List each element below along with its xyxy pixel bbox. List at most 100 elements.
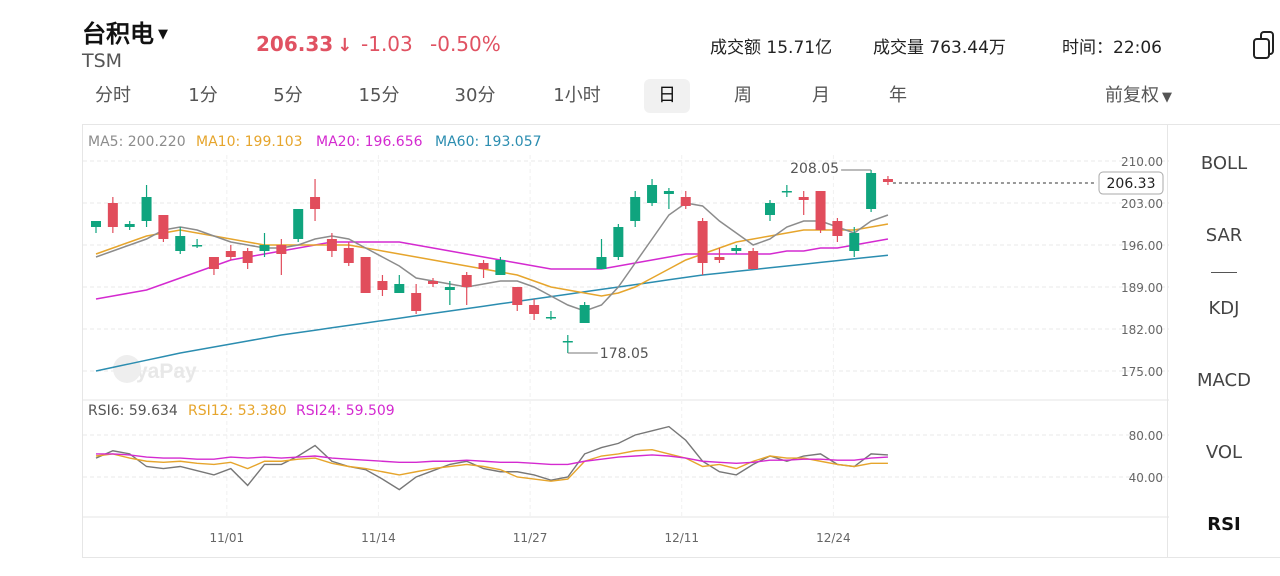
candle-body [731,248,742,251]
price-tick-label: 210.00 [1121,155,1163,169]
candle-body [343,248,354,263]
adjust-dropdown[interactable]: 前复权 ▼ [1105,79,1172,113]
tab-period[interactable]: 年 [889,85,907,106]
candle [663,188,674,209]
stock-name[interactable]: 台积电 ▼ [82,14,168,49]
tab-period[interactable]: 1分 [188,85,218,106]
candle [343,242,354,266]
volume-label: 成交量 [873,38,924,58]
candle-body [613,227,624,257]
ma-legend: MA5: 200.220 MA10: 199.103 MA20: 196.656… [88,134,542,150]
indicator-rsi[interactable]: RSI [1207,514,1241,535]
tab-period[interactable]: 月 [812,85,830,106]
caret-down-icon[interactable]: ▼ [158,27,168,42]
candle-body [882,179,893,182]
turnover-label: 成交额 [710,38,761,58]
candle [192,239,203,248]
tab-period[interactable]: 30分 [454,85,496,106]
candle [832,218,843,242]
candle-body [461,275,472,287]
date-tick-label: 11/01 [210,531,245,545]
candle [91,221,101,233]
candle-body [765,203,775,215]
candle [175,227,186,254]
rsi-line-rsi6 [95,425,888,491]
low-marker-label: 178.05 [600,346,649,362]
candle [882,176,893,185]
candle-body [276,245,287,254]
tab-period[interactable]: 15分 [358,85,400,106]
tab-period[interactable]: 1小时 [553,85,601,106]
candle [731,245,742,254]
period-tabs: 分时 1分 5分 15分 30分 1小时 日 周 月 年 前复权 ▼ [82,79,1172,113]
candle-body [208,257,219,269]
candle [596,239,607,269]
candle-body [545,317,556,319]
indicator-panel: BOLL SAR KDJ MACD VOL RSI [1168,124,1280,558]
arrow-down-icon: ↓ [337,35,353,56]
indicator-macd[interactable]: MACD [1197,370,1251,391]
last-price-tag: 206.33 [1107,176,1156,192]
candle [529,299,540,320]
candle-body [478,263,489,269]
price-change-pct: -0.50% [430,32,501,56]
high-marker-label: 208.05 [790,161,839,177]
price-tick-label: 182.00 [1121,323,1163,337]
candle-body [596,257,607,269]
share-icon[interactable] [1252,30,1278,60]
rsi-line-rsi24 [96,453,888,466]
indicator-boll[interactable]: BOLL [1200,153,1248,174]
tab-period[interactable]: 分时 [95,85,131,106]
price-tick-label: 189.00 [1121,281,1163,295]
indicator-divider [1211,272,1237,273]
candle [478,260,489,278]
legend-rsi6: RSI6: 59.634 [88,403,178,419]
candle [647,179,658,206]
candle-body [562,341,573,343]
candle-body [798,197,809,200]
price-tick-label: 196.00 [1121,239,1163,253]
tab-period[interactable]: 周 [734,85,752,106]
candle-body [444,287,455,290]
candle-body [259,245,270,251]
ma10-line [95,223,889,297]
candle [765,200,775,221]
turnover-stat: 成交额 15.71亿 [710,33,832,58]
candle-body [748,251,759,269]
date-tick-label: 11/14 [361,531,396,545]
tab-period-active[interactable]: 日 [644,79,690,113]
candle [630,191,641,227]
candle [428,278,438,287]
candle-body [242,251,253,263]
tab-period[interactable]: 5分 [273,85,303,106]
indicator-kdj[interactable]: KDJ [1208,298,1240,319]
candle [849,227,860,257]
legend-rsi24: RSI24: 59.509 [296,403,395,419]
legend-ma10: MA10: 199.103 [196,134,303,150]
candle [714,248,725,263]
candle-body [124,224,135,227]
candle [107,197,118,233]
candle [141,185,152,227]
time-label: 时间： [1062,38,1113,58]
watermark-logo [113,355,141,383]
legend-ma20: MA20: 196.656 [316,134,423,150]
candle [444,281,455,305]
candle [748,248,759,269]
price-change: -1.03 [361,32,413,56]
date-tick-label: 12/11 [664,531,699,545]
candle-body [815,191,826,230]
candle [208,257,219,275]
candle-body [158,215,169,239]
candle-body [293,209,304,239]
indicator-vol[interactable]: VOL [1205,442,1243,463]
candle [562,335,573,353]
chart-frame[interactable]: BiyaPay 206.33 208.05 178.05 MA5: 200.220 … [82,124,1169,559]
candle-body [781,191,792,193]
candle-body [91,221,101,227]
legend-rsi12: RSI12: 53.380 [188,403,287,419]
indicator-sar[interactable]: SAR [1205,225,1243,246]
candle [866,170,877,212]
date-tick-label: 12/24 [816,531,851,545]
